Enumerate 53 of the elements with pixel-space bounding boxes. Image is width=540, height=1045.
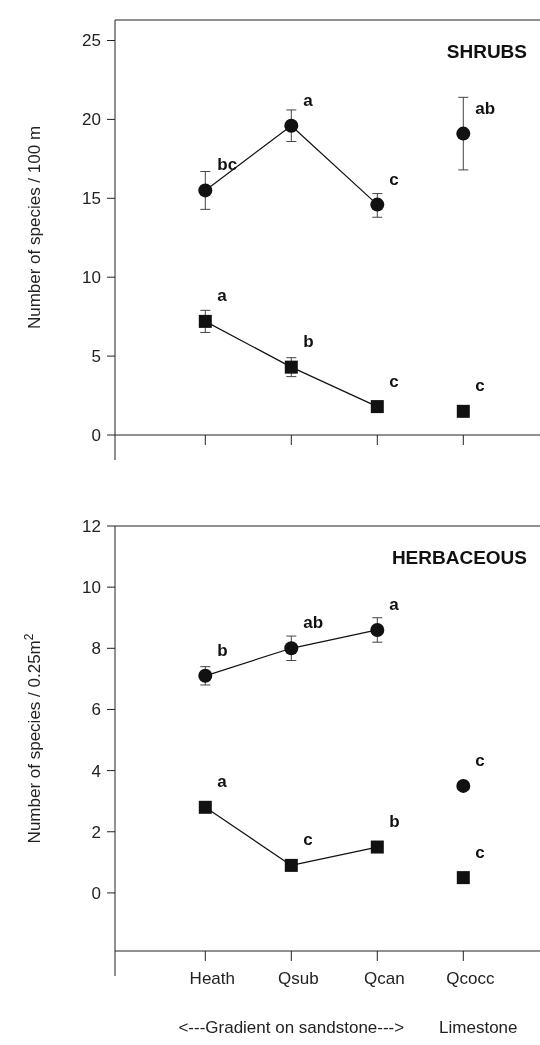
y-tick-label: 10 xyxy=(82,268,101,288)
annotation: b xyxy=(389,811,400,831)
annotation: c xyxy=(475,842,485,862)
annotation: b xyxy=(303,332,314,352)
point xyxy=(198,800,212,814)
annotation: a xyxy=(217,772,228,792)
text: <---Gradient on sandstone---> xyxy=(178,1018,405,1037)
text: Limestone xyxy=(439,1018,518,1037)
annotation: a xyxy=(217,286,228,306)
y-tick-label: 10 xyxy=(82,578,101,598)
y-tick-label: 25 xyxy=(82,31,101,51)
text: HERBACEOUS xyxy=(391,547,527,568)
annotation: a xyxy=(389,594,400,614)
annotation: a xyxy=(303,90,314,110)
annotation: b xyxy=(217,640,228,660)
text: SHRUBS xyxy=(446,41,527,62)
x-tick-label: Qcan xyxy=(363,969,405,988)
x-tick-label: Qcocc xyxy=(446,969,495,988)
y-tick-label: 0 xyxy=(91,883,101,903)
point xyxy=(284,641,299,656)
y-tick-label: 20 xyxy=(82,110,101,130)
y-tick-label: 12 xyxy=(82,516,101,536)
annotation: c xyxy=(475,750,485,770)
annotation: ab xyxy=(475,98,496,118)
point xyxy=(370,840,384,854)
y-tick-label: 5 xyxy=(91,347,101,367)
point xyxy=(456,871,470,885)
y-tick-label: 15 xyxy=(82,189,101,209)
point xyxy=(198,314,212,328)
annotation: c xyxy=(303,830,313,850)
annotation: c xyxy=(389,169,399,189)
point xyxy=(284,360,298,374)
y-tick-label: 6 xyxy=(91,700,101,720)
point xyxy=(198,183,213,198)
y-tick-label: 0 xyxy=(91,425,101,445)
point xyxy=(456,126,471,141)
y-tick-label: 8 xyxy=(91,639,101,659)
point xyxy=(370,197,385,212)
point xyxy=(370,400,384,414)
x-tick-label: Heath xyxy=(189,969,235,988)
y-tick-label: 4 xyxy=(91,761,101,781)
point xyxy=(284,118,299,133)
point xyxy=(370,622,385,637)
annotation: ab xyxy=(303,613,324,633)
point xyxy=(456,404,470,418)
y-tick-label: 2 xyxy=(91,822,101,842)
annotation: c xyxy=(475,376,485,396)
point xyxy=(284,858,298,872)
annotation: c xyxy=(389,371,399,391)
point xyxy=(456,778,471,793)
y-axis-title: Number of species / 100 m xyxy=(25,125,44,330)
x-tick-label: Qsub xyxy=(277,969,319,988)
annotation: bc xyxy=(217,155,238,175)
